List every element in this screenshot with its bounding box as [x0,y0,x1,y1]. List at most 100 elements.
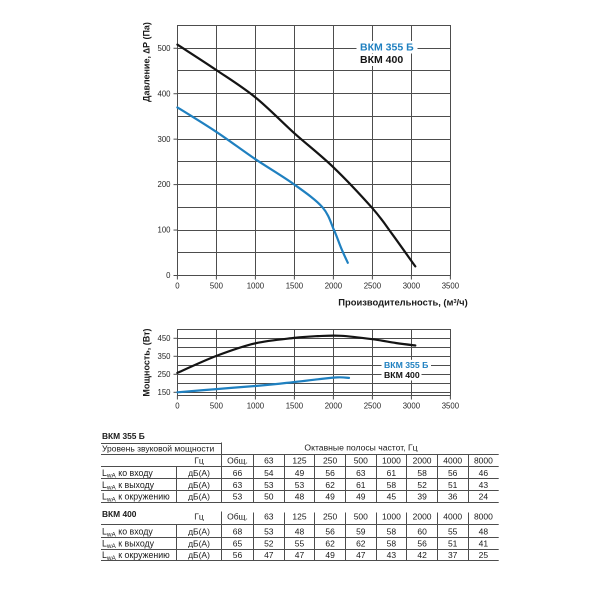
svg-text:Гц: Гц [194,455,204,465]
svg-text:55: 55 [295,538,305,548]
svg-text:100: 100 [157,226,171,235]
svg-text:ВКМ 355 Б: ВКМ 355 Б [384,360,428,370]
svg-text:54: 54 [264,468,274,478]
svg-text:1000: 1000 [247,401,265,410]
svg-text:56: 56 [233,550,243,560]
svg-text:63: 63 [264,455,274,465]
svg-text:2500: 2500 [364,282,382,291]
svg-text:Мощность, (Вт): Мощность, (Вт) [142,328,152,396]
svg-text:3000: 3000 [403,282,421,291]
svg-text:1500: 1500 [286,401,304,410]
svg-text:1000: 1000 [382,455,401,465]
svg-text:дБ(А): дБ(А) [188,538,210,548]
svg-text:ВКМ 355 Б: ВКМ 355 Б [360,41,414,53]
svg-text:2000: 2000 [413,512,432,522]
svg-text:56: 56 [325,468,335,478]
svg-text:52: 52 [264,538,274,548]
svg-text:350: 350 [157,352,171,361]
svg-text:0: 0 [175,401,180,410]
svg-text:47: 47 [295,550,305,560]
svg-text:дБ(А): дБ(А) [188,527,210,537]
svg-text:50: 50 [264,492,274,502]
svg-text:51: 51 [448,480,458,490]
svg-text:500: 500 [157,44,171,53]
svg-text:60: 60 [417,527,427,537]
svg-text:62: 62 [356,538,366,548]
svg-text:68: 68 [233,527,243,537]
svg-text:24: 24 [479,492,489,502]
svg-text:400: 400 [157,89,171,98]
svg-text:42: 42 [417,550,427,560]
svg-text:61: 61 [387,468,397,478]
svg-text:дБ(А): дБ(А) [188,492,210,502]
svg-text:500: 500 [210,282,224,291]
svg-text:Уровень звуковой мощности: Уровень звуковой мощности [102,444,215,454]
svg-text:3500: 3500 [442,401,460,410]
svg-text:ВКМ 400: ВКМ 400 [360,54,403,66]
svg-text:8000: 8000 [474,512,493,522]
svg-text:47: 47 [264,550,274,560]
svg-text:Октавные полосы частот, Гц: Октавные полосы частот, Гц [304,442,417,452]
svg-text:25: 25 [479,550,489,560]
svg-text:Общ.: Общ. [227,512,248,522]
svg-text:Производительность, (м3/ч): Производительность, (м3/ч) [338,296,467,307]
svg-text:63: 63 [233,480,243,490]
svg-text:61: 61 [356,480,366,490]
svg-text:200: 200 [157,180,171,189]
svg-text:ВКМ 400: ВКМ 400 [102,509,137,519]
svg-text:300: 300 [157,135,171,144]
svg-text:LwA к окружению: LwA к окружению [102,492,170,504]
svg-text:59: 59 [356,527,366,537]
svg-text:2500: 2500 [364,401,382,410]
svg-text:500: 500 [210,401,224,410]
svg-text:49: 49 [295,468,305,478]
svg-text:2000: 2000 [325,401,343,410]
svg-text:500: 500 [354,512,368,522]
svg-text:49: 49 [356,492,366,502]
svg-text:LwA к выходу: LwA к выходу [102,538,155,550]
svg-text:8000: 8000 [474,455,493,465]
svg-text:Давление, ∆Р (Па): Давление, ∆Р (Па) [142,22,152,102]
svg-text:3500: 3500 [442,282,460,291]
svg-text:3000: 3000 [403,401,421,410]
svg-text:39: 39 [417,492,427,502]
svg-text:250: 250 [323,512,337,522]
svg-text:1000: 1000 [247,282,265,291]
svg-text:ВКМ 355 Б: ВКМ 355 Б [102,431,145,441]
svg-text:58: 58 [387,538,397,548]
svg-text:36: 36 [448,492,458,502]
svg-text:4000: 4000 [443,512,462,522]
svg-text:53: 53 [295,480,305,490]
svg-text:62: 62 [325,538,335,548]
svg-text:дБ(А): дБ(А) [188,468,210,478]
svg-text:125: 125 [292,455,306,465]
svg-text:500: 500 [354,455,368,465]
svg-text:дБ(А): дБ(А) [188,480,210,490]
svg-text:53: 53 [264,480,274,490]
svg-text:56: 56 [417,538,427,548]
svg-text:1500: 1500 [286,282,304,291]
svg-text:1000: 1000 [382,512,401,522]
svg-text:62: 62 [325,480,335,490]
svg-text:450: 450 [157,334,171,343]
svg-text:48: 48 [479,527,489,537]
svg-text:250: 250 [323,455,337,465]
svg-text:2000: 2000 [325,282,343,291]
svg-text:65: 65 [233,538,243,548]
svg-text:63: 63 [264,512,274,522]
svg-text:125: 125 [292,512,306,522]
svg-text:LwA к выходу: LwA к выходу [102,480,155,492]
svg-text:0: 0 [175,282,180,291]
svg-text:Гц: Гц [194,512,204,522]
svg-text:51: 51 [448,538,458,548]
svg-text:2000: 2000 [413,455,432,465]
svg-text:58: 58 [387,480,397,490]
svg-text:53: 53 [233,492,243,502]
svg-text:0: 0 [166,271,171,280]
svg-text:Общ.: Общ. [227,455,248,465]
svg-text:150: 150 [157,388,171,397]
svg-text:53: 53 [264,527,274,537]
svg-text:ВКМ 400: ВКМ 400 [384,370,420,380]
svg-text:4000: 4000 [443,455,462,465]
svg-text:46: 46 [479,468,489,478]
